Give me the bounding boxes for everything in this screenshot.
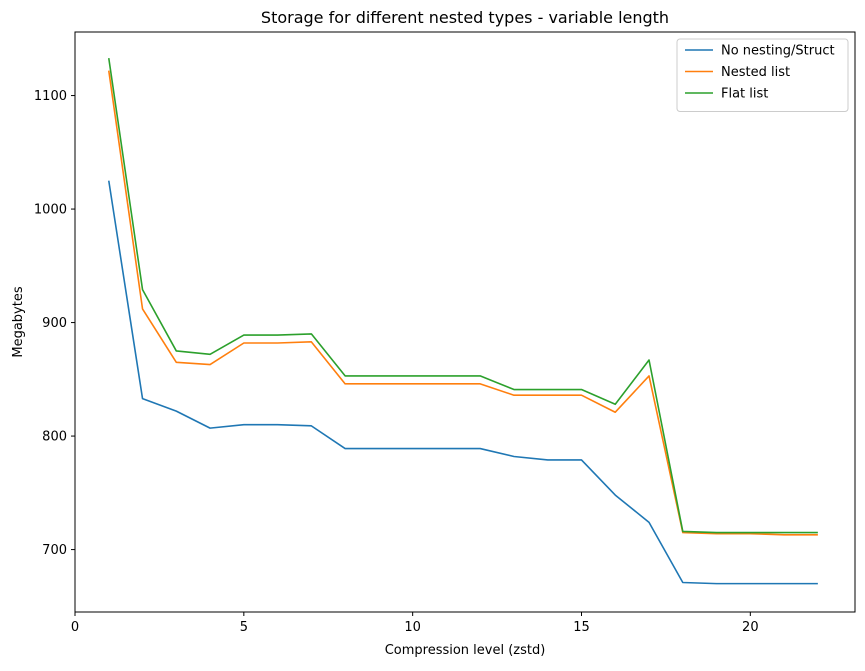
y-tick-label: 700 [42,543,67,558]
series-line-1 [107,180,818,585]
legend-label-1: No nesting/Struct [721,44,835,59]
legend-box [676,38,849,112]
x-tick-label: 0 [71,620,79,635]
legend: No nesting/Struct Nested list Flat list [676,38,849,112]
x-tick-label: 15 [573,620,590,635]
y-tick-label: 800 [42,430,67,445]
y-axis: 700 800 900 1000 1100 [34,89,75,558]
y-tick-label: 900 [42,316,67,331]
x-tick-label: 20 [742,620,759,635]
y-tick-label: 1000 [34,203,67,218]
legend-label-2: Nested list [721,65,790,80]
plot-frame [74,31,856,613]
series-line-2 [107,70,818,536]
x-axis: 0 5 10 15 20 [71,612,759,635]
chart-title: Storage for different nested types - var… [261,8,669,27]
y-axis-label: Megabytes [11,286,26,357]
legend-label-3: Flat list [721,87,768,102]
series-line-3 [107,57,818,534]
x-axis-label: Compression level (zstd) [385,643,546,658]
x-tick-label: 5 [240,620,248,635]
x-tick-label: 10 [404,620,421,635]
y-tick-label: 1100 [34,89,67,104]
series-layer [107,57,818,585]
